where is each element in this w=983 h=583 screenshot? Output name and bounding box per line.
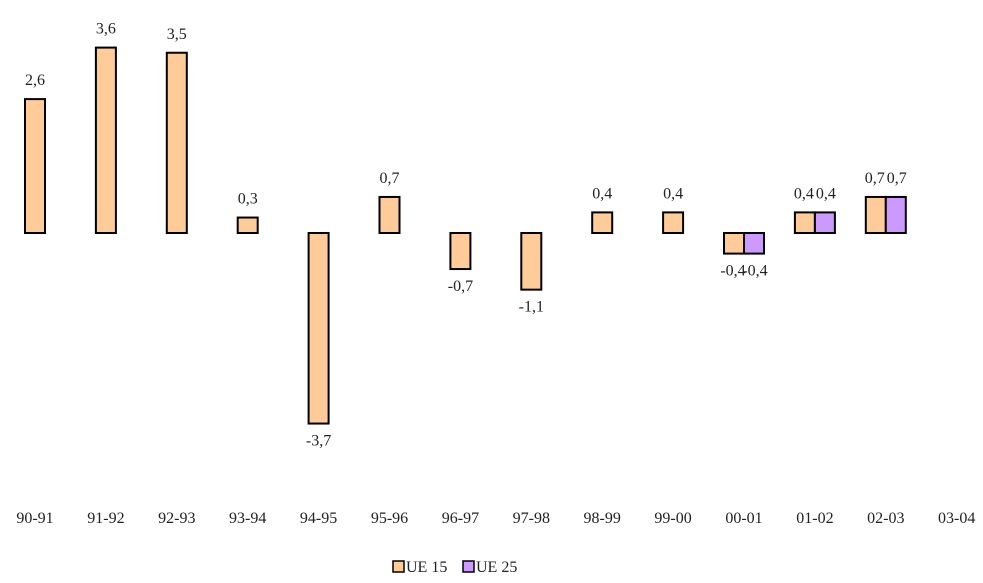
value-label-ue15-95-96: 0,7 bbox=[380, 170, 400, 187]
value-label-ue15-93-94: 0,3 bbox=[238, 191, 258, 208]
value-label-ue15-97-98: -1,1 bbox=[519, 299, 544, 316]
bar-ue15-97-98 bbox=[520, 232, 543, 291]
value-label-ue15-02-03: 0,7 bbox=[865, 170, 885, 187]
value-label-ue15-92-93: 3,5 bbox=[167, 26, 187, 43]
x-tick-label-91-92: 91-92 bbox=[87, 510, 124, 527]
value-labels-layer: 2,63,6 3,50,3-3,70,7-0,7-1,10,4 0,4-0,4-0,… bbox=[25, 21, 907, 450]
legend: UE 15 UE 25 bbox=[392, 559, 517, 576]
bar-ue15-96-97 bbox=[449, 232, 472, 271]
bar-ue25-02-03 bbox=[884, 195, 907, 234]
bar-ue15-94-95 bbox=[307, 232, 330, 425]
x-tick-label-03-04: 03-04 bbox=[938, 510, 975, 527]
x-axis-tick-labels: 90-91 91-92 92-93 93-94 94-95 95-96 96-97 97-98… bbox=[16, 510, 975, 527]
x-tick-label-96-97: 96-97 bbox=[442, 510, 479, 527]
bar-ue15-02-03 bbox=[864, 195, 887, 234]
legend-swatch bbox=[392, 560, 405, 573]
value-label-ue15-96-97: -0,7 bbox=[448, 278, 473, 295]
legend-item-ue25: UE 25 bbox=[462, 559, 517, 576]
value-label-ue25-00-01: -0,4 bbox=[742, 263, 767, 280]
x-tick-label-93-94: 93-94 bbox=[229, 510, 266, 527]
x-tick-label-00-01: 00-01 bbox=[725, 510, 762, 527]
bar-ue25-01-02 bbox=[813, 211, 836, 234]
x-tick-label-99-00: 99-00 bbox=[654, 510, 691, 527]
value-label-ue15-91-92: 3,6 bbox=[96, 21, 116, 38]
legend-label: UE 25 bbox=[476, 559, 517, 576]
legend-label: UE 15 bbox=[406, 559, 447, 576]
x-tick-label-02-03: 02-03 bbox=[867, 510, 904, 527]
bar-ue15-91-92 bbox=[94, 46, 117, 234]
x-tick-label-98-99: 98-99 bbox=[584, 510, 621, 527]
bar-ue15-90-91 bbox=[24, 98, 46, 234]
value-label-ue15-99-00: 0,4 bbox=[663, 185, 683, 202]
value-label-ue25-02-03: 0,7 bbox=[887, 170, 907, 187]
bar-ue15-00-01 bbox=[723, 232, 745, 255]
bar-ue15-92-93 bbox=[165, 51, 188, 234]
x-tick-label-90-91: 90-91 bbox=[16, 510, 53, 527]
value-label-ue15-00-01: -0,4 bbox=[720, 263, 745, 280]
bar-ue15-93-94 bbox=[236, 216, 259, 235]
legend-item-ue15: UE 15 bbox=[392, 559, 447, 576]
bar-ue15-98-99 bbox=[591, 211, 614, 234]
value-label-ue25-01-02: 0,4 bbox=[816, 185, 836, 202]
bar-ue15-01-02 bbox=[793, 211, 816, 234]
x-tick-label-92-93: 92-93 bbox=[158, 510, 195, 527]
x-tick-label-97-98: 97-98 bbox=[513, 510, 550, 527]
value-label-ue15-98-99: 0,4 bbox=[592, 185, 612, 202]
value-label-ue15-01-02: 0,4 bbox=[794, 185, 814, 202]
bar-ue25-00-01 bbox=[743, 232, 765, 255]
x-tick-label-94-95: 94-95 bbox=[300, 510, 337, 527]
legend-swatch bbox=[462, 560, 475, 573]
value-label-ue15-90-91: 2,6 bbox=[25, 72, 45, 89]
value-label-ue15-94-95: -3,7 bbox=[306, 433, 331, 450]
bar-ue15-95-96 bbox=[378, 195, 401, 234]
bar-ue15-99-00 bbox=[662, 211, 685, 234]
bars-layer bbox=[24, 46, 907, 425]
x-tick-label-01-02: 01-02 bbox=[796, 510, 833, 527]
x-tick-label-95-96: 95-96 bbox=[371, 510, 408, 527]
